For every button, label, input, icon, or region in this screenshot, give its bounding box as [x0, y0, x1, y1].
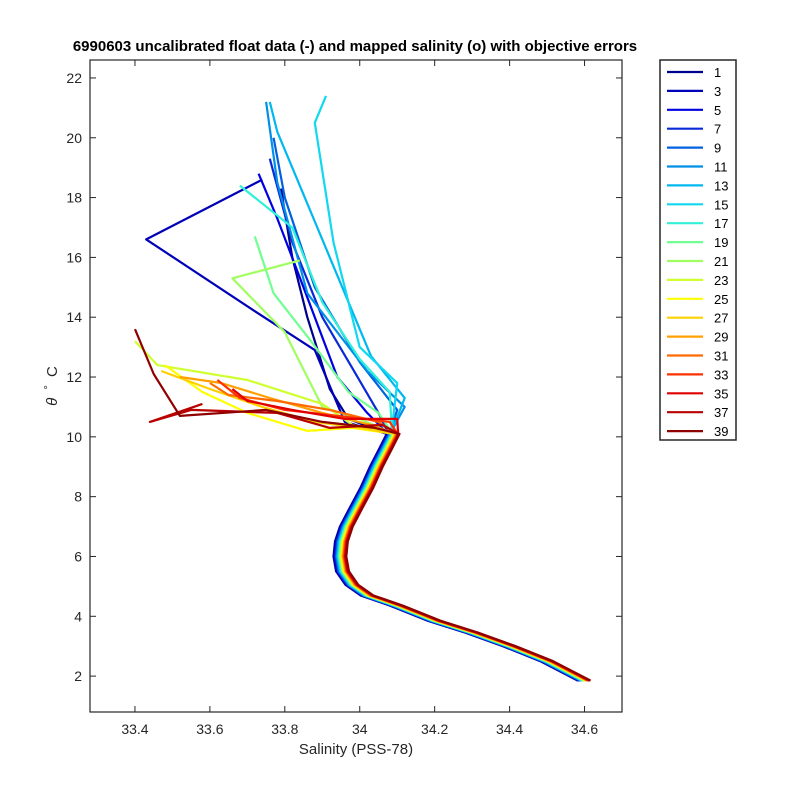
legend-label-25: 25 — [714, 292, 728, 307]
x-tick-label: 34 — [352, 721, 368, 737]
y-tick-label: 4 — [74, 608, 82, 624]
series-line-21 — [231, 259, 586, 682]
x-axis: 33.4 33.6 33.8 34 34.2 34.4 34.6 — [121, 60, 598, 737]
x-tick-label: 33.6 — [196, 721, 223, 737]
legend-label-13: 13 — [714, 178, 728, 193]
legend-label-39: 39 — [714, 424, 728, 439]
series-line-13 — [268, 101, 583, 682]
y-tick-label: 6 — [74, 548, 82, 564]
series-line-39 — [133, 328, 592, 682]
y-axis: 2 4 6 8 10 12 14 16 18 20 22 — [66, 70, 622, 684]
y-tick-label: 18 — [66, 190, 82, 206]
legend-label-29: 29 — [714, 330, 728, 345]
legend-label-19: 19 — [714, 235, 728, 250]
y-tick-label: 8 — [74, 489, 82, 505]
legend-label-1: 1 — [714, 65, 721, 80]
y-tick-label: 12 — [66, 369, 82, 385]
x-tick-label: 33.8 — [271, 721, 298, 737]
series-line-1 — [280, 188, 579, 682]
legend-label-15: 15 — [714, 197, 728, 212]
y-tick-label: 16 — [66, 249, 82, 265]
y-axis-label-degree: ° — [43, 385, 55, 389]
legend-label-9: 9 — [714, 141, 721, 156]
legend-label-21: 21 — [714, 254, 728, 269]
legend-label-31: 31 — [714, 349, 728, 364]
series-line-33 — [216, 379, 590, 682]
series-line-37 — [148, 402, 591, 682]
legend-label-3: 3 — [714, 84, 721, 99]
series-line-27 — [160, 369, 588, 682]
y-tick-label: 10 — [66, 429, 82, 445]
y-tick-label: 22 — [66, 70, 82, 86]
legend-label-17: 17 — [714, 216, 728, 231]
legend-label-27: 27 — [714, 311, 728, 326]
series-line-17 — [239, 184, 584, 682]
x-tick-label: 34.4 — [496, 721, 523, 737]
legend-label-11: 11 — [714, 160, 728, 175]
series-line-31 — [209, 382, 589, 682]
x-tick-label: 34.6 — [571, 721, 598, 737]
plot-frame — [89, 59, 623, 713]
series-line-5 — [257, 173, 580, 682]
series-layer — [133, 95, 592, 682]
y-axis-label: θ ° C — [39, 366, 61, 406]
y-tick-label: 20 — [66, 130, 82, 146]
y-tick-label: 14 — [66, 309, 82, 325]
y-axis-label-unit: C — [44, 366, 61, 377]
x-tick-label: 33.4 — [121, 721, 148, 737]
legend-label-33: 33 — [714, 367, 728, 382]
legend-label-5: 5 — [714, 103, 721, 118]
legend-label-23: 23 — [714, 273, 728, 288]
y-tick-label: 2 — [74, 668, 82, 684]
legend-label-7: 7 — [714, 122, 721, 137]
series-line-15 — [313, 95, 584, 682]
series-line-35 — [231, 388, 590, 682]
y-axis-label-symbol: θ — [44, 398, 61, 406]
legend-box — [659, 59, 737, 441]
legend-label-35: 35 — [714, 386, 728, 401]
chart-title: 6990603 uncalibrated float data (-) and … — [73, 38, 637, 55]
x-tick-label: 34.2 — [421, 721, 448, 737]
legend-label-37: 37 — [714, 405, 728, 420]
x-axis-label: Salinity (PSS-78) — [299, 741, 413, 758]
